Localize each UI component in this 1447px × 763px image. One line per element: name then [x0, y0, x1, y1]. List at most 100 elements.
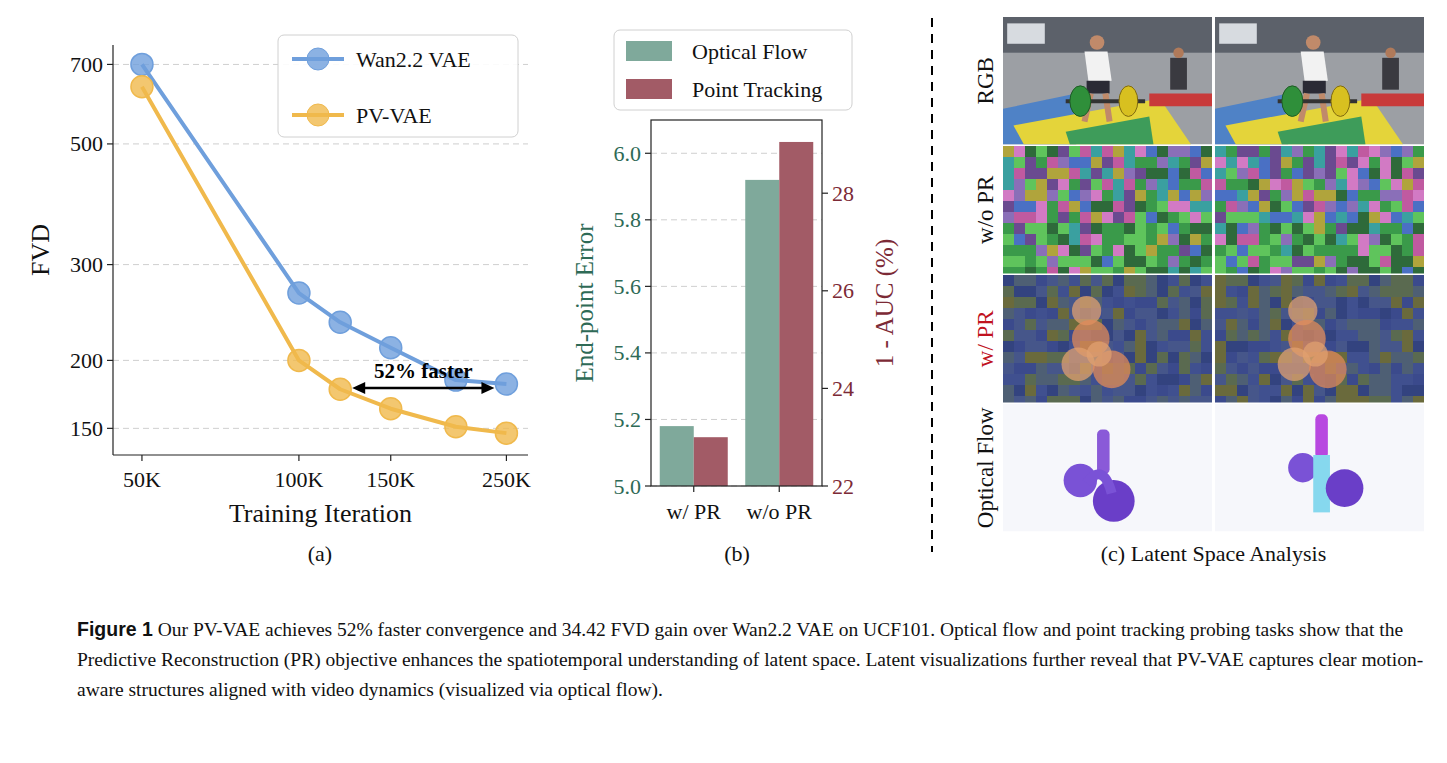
latent-cell	[1226, 352, 1237, 363]
latent-cell	[1135, 146, 1146, 157]
caption-label: Figure 1	[77, 618, 153, 640]
latent-cell	[1237, 223, 1248, 234]
latent-cell	[1215, 168, 1226, 179]
tick	[390, 455, 391, 461]
latent-cell	[1391, 385, 1402, 396]
latent-cell	[1014, 234, 1025, 245]
latent-cell	[1259, 330, 1270, 341]
latent-cell	[1336, 267, 1347, 274]
latent-cell	[1047, 286, 1058, 297]
latent-cell	[1102, 201, 1113, 212]
latent-cell	[1259, 275, 1270, 286]
latent-cell	[1413, 363, 1424, 374]
latent-cell	[1325, 256, 1336, 267]
panel-b: 5.05.25.45.65.86.022242628w/ PRw/o PREnd…	[571, 30, 899, 566]
latent-cell	[1157, 275, 1168, 286]
latent-cell	[1270, 396, 1281, 403]
latent-cell	[1303, 286, 1314, 297]
latent-cell	[1003, 396, 1014, 403]
latent-cell	[1025, 396, 1036, 403]
tick-label: 22	[832, 474, 854, 499]
latent-cell	[1190, 341, 1201, 352]
latent-cell	[1135, 157, 1146, 168]
latent-cell	[1135, 385, 1146, 396]
latent-cell	[1124, 396, 1135, 403]
tick	[645, 419, 651, 420]
latent-cell	[1025, 157, 1036, 168]
latent-cell	[1347, 330, 1358, 341]
latent-cell	[1036, 319, 1047, 330]
latent-cell	[1402, 212, 1413, 223]
person	[1105, 94, 1109, 122]
latent-cell	[1259, 223, 1270, 234]
marker	[495, 422, 517, 444]
latent-cell	[1091, 146, 1102, 157]
latent-cell	[1080, 234, 1091, 245]
tick	[645, 219, 651, 220]
latent-cell	[1314, 157, 1325, 168]
latent-cell	[1402, 396, 1413, 403]
latent-cell	[1358, 234, 1369, 245]
latent-cell	[1157, 245, 1168, 256]
latent-cell	[1047, 267, 1058, 274]
tick	[645, 153, 651, 154]
latent-cell	[1380, 179, 1391, 190]
latent-cell	[1168, 223, 1179, 234]
latent-cell	[1303, 234, 1314, 245]
image-cell	[1003, 404, 1212, 532]
latent-cell	[1003, 308, 1014, 319]
latent-cell	[1380, 297, 1391, 308]
latent-cell	[1025, 256, 1036, 267]
tick-label: 5.8	[614, 207, 642, 232]
latent-cell	[1358, 212, 1369, 223]
latent-cell	[1215, 267, 1226, 274]
latent-cell	[1237, 374, 1248, 385]
latent-cell	[1380, 286, 1391, 297]
latent-cell	[1069, 190, 1080, 201]
latent-cell	[1215, 256, 1226, 267]
latent-cell	[1014, 275, 1025, 286]
latent-cell	[1113, 223, 1124, 234]
tick-label: 200	[70, 348, 103, 373]
latent-cell	[1347, 341, 1358, 352]
latent-cell	[1113, 267, 1124, 274]
latent-cell	[1058, 168, 1069, 179]
marker	[445, 416, 467, 438]
latent-cell	[1215, 223, 1226, 234]
latent-cell	[1325, 223, 1336, 234]
latent-cell	[1190, 179, 1201, 190]
latent-cell	[1003, 212, 1014, 223]
latent-cell	[1248, 330, 1259, 341]
latent-cell	[1003, 157, 1014, 168]
latent-cell	[1347, 352, 1358, 363]
latent-cell	[1292, 157, 1303, 168]
latent-cell	[1237, 341, 1248, 352]
latent-cell	[1391, 297, 1402, 308]
latent-cell	[1135, 286, 1146, 297]
latent-cell	[1270, 275, 1281, 286]
tick	[822, 485, 828, 486]
latent-cell	[1124, 245, 1135, 256]
latent-cell	[1402, 374, 1413, 385]
scene-wall	[1003, 17, 1212, 53]
latent-cell	[1157, 385, 1168, 396]
latent-cell	[1292, 201, 1303, 212]
tick	[645, 352, 651, 353]
latent-cell	[1135, 267, 1146, 274]
latent-cell	[1336, 275, 1347, 286]
latent-cell	[1248, 201, 1259, 212]
latent-cell	[1168, 234, 1179, 245]
latent-cell	[1292, 179, 1303, 190]
latent-cell	[1380, 212, 1391, 223]
latent-cell	[1146, 157, 1157, 168]
latent-cell	[1369, 396, 1380, 403]
latent-cell	[1325, 275, 1336, 286]
latent-cell	[1047, 275, 1058, 286]
latent-cell	[1157, 352, 1168, 363]
latent-cell	[1369, 201, 1380, 212]
latent-cell	[1190, 157, 1201, 168]
latent-cell	[1157, 212, 1168, 223]
latent-cell	[1157, 190, 1168, 201]
latent-cell	[1226, 212, 1237, 223]
latent-cell	[1237, 286, 1248, 297]
